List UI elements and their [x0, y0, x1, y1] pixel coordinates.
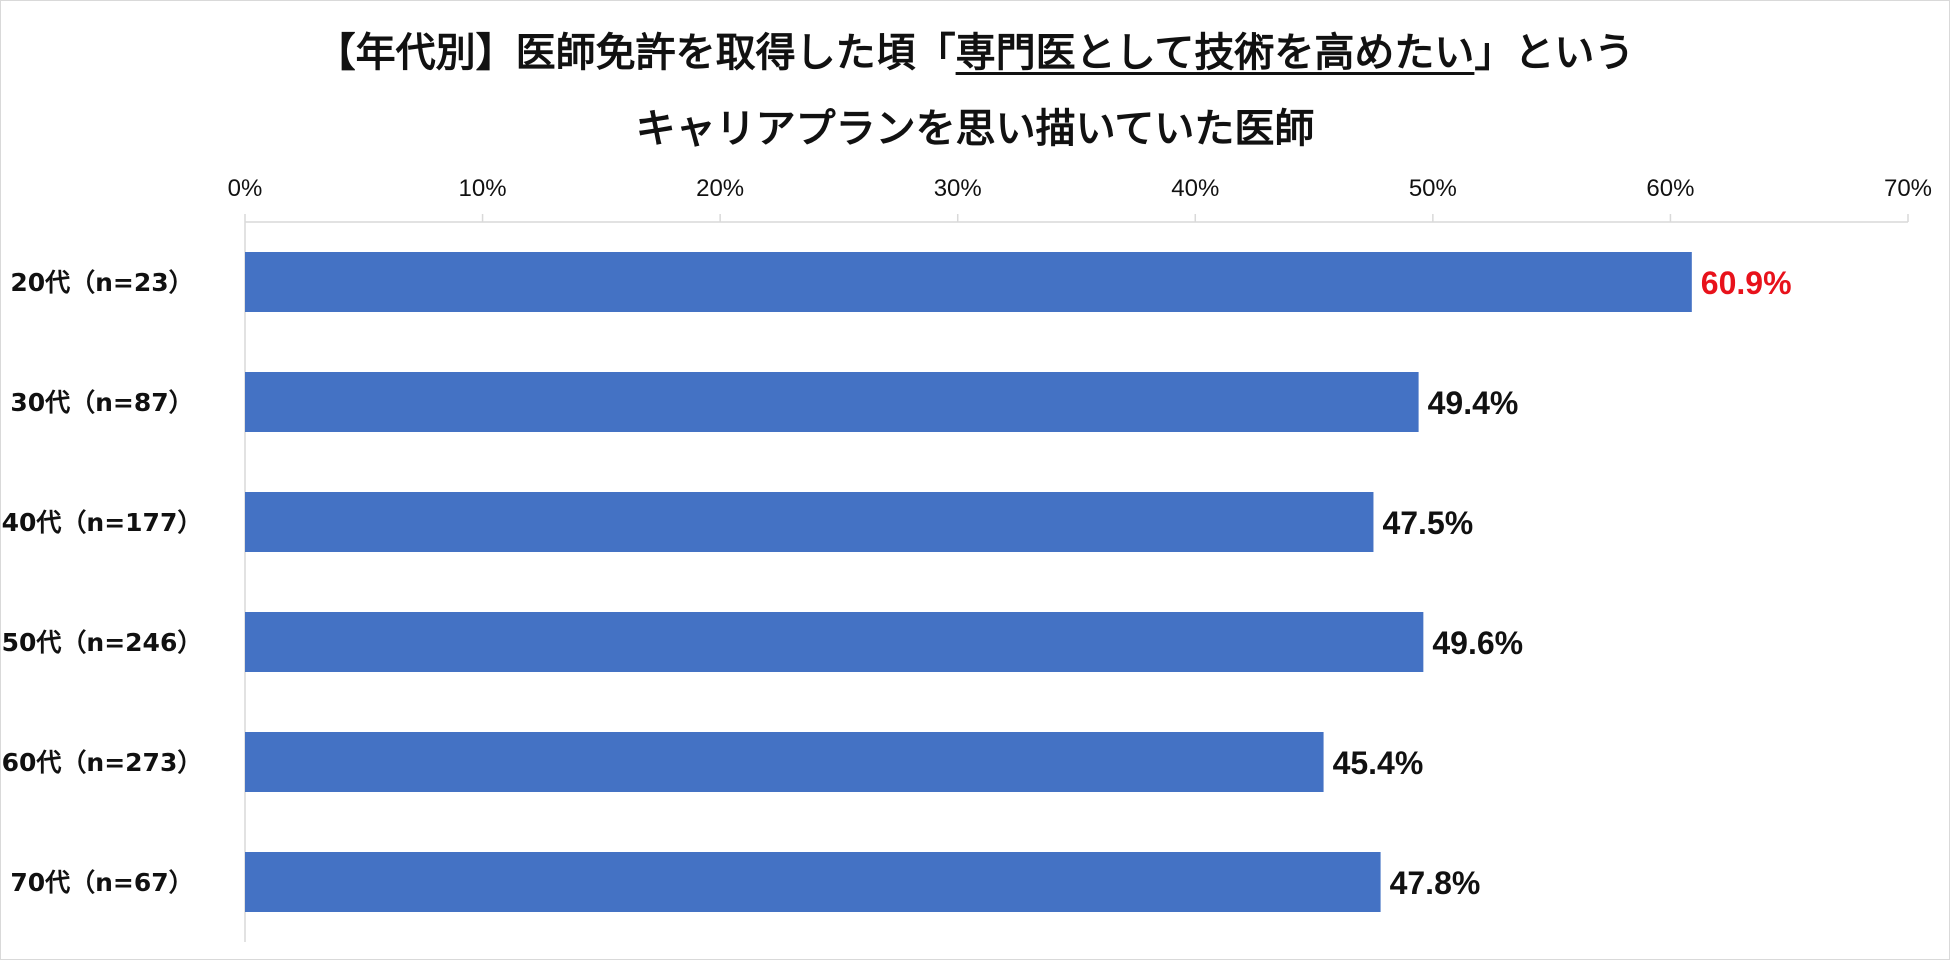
- bar: [245, 252, 1692, 312]
- chart-title-line-1: 【年代別】医師免許を取得した頃「専門医として技術を高めたい」という: [0, 20, 1950, 78]
- category-label: 40代（n=177）: [2, 508, 203, 537]
- category-label: 70代（n=67）: [10, 868, 193, 897]
- chart-title-line-2: キャリアプランを思い描いていた医師: [635, 106, 1315, 152]
- x-tick-label: 10%: [459, 175, 507, 202]
- title-prefix: 【年代別】医師免許を取得した頃「: [315, 30, 956, 76]
- category-label: 50代（n=246）: [2, 628, 203, 657]
- x-tick-label: 40%: [1171, 175, 1219, 202]
- data-label: 47.8%: [1390, 865, 1481, 901]
- category-label: 60代（n=273）: [2, 748, 203, 777]
- bar: [245, 852, 1381, 912]
- title-highlight: 専門医として技術を高めたい: [955, 30, 1475, 76]
- bar: [245, 372, 1419, 432]
- x-tick-label: 70%: [1884, 175, 1932, 202]
- data-label: 45.4%: [1333, 745, 1424, 781]
- x-tick-label: 0%: [228, 175, 263, 202]
- bar: [245, 612, 1424, 672]
- data-label: 60.9%: [1701, 265, 1792, 301]
- x-tick-label: 50%: [1409, 175, 1457, 202]
- x-tick-label: 30%: [934, 175, 982, 202]
- data-label: 47.5%: [1382, 505, 1473, 541]
- title-suffix: 」という: [1474, 30, 1635, 76]
- category-label: 30代（n=87）: [10, 388, 193, 417]
- x-tick-label: 60%: [1646, 175, 1694, 202]
- category-label: 20代（n=23）: [10, 268, 193, 297]
- x-tick-label: 20%: [696, 175, 744, 202]
- bar: [245, 492, 1374, 552]
- data-label: 49.4%: [1428, 385, 1519, 421]
- data-label: 49.6%: [1432, 625, 1523, 661]
- bar: [245, 732, 1324, 792]
